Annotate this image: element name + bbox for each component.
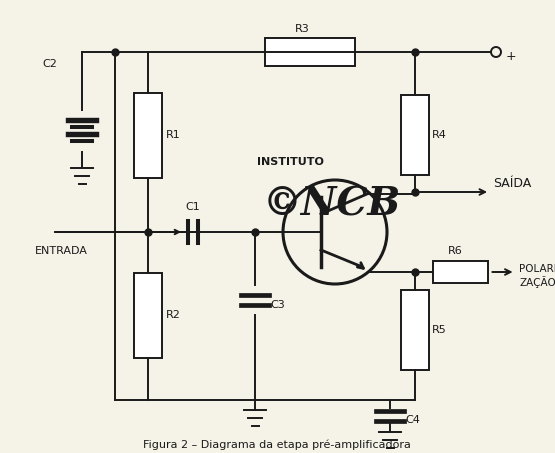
Bar bbox=[134, 273, 162, 357]
Bar bbox=[401, 95, 429, 175]
Text: POLARI-
ZAÇÃO: POLARI- ZAÇÃO bbox=[519, 264, 555, 288]
Text: ©NCB: ©NCB bbox=[263, 185, 401, 223]
Bar bbox=[265, 38, 355, 66]
Text: R4: R4 bbox=[432, 130, 447, 140]
Text: C3: C3 bbox=[270, 300, 285, 310]
Text: R5: R5 bbox=[432, 325, 447, 335]
Text: C4: C4 bbox=[405, 415, 420, 425]
Text: C2: C2 bbox=[42, 59, 57, 69]
Bar bbox=[401, 290, 429, 370]
Text: SAÍDA: SAÍDA bbox=[493, 177, 531, 190]
Text: R3: R3 bbox=[295, 24, 310, 34]
Text: R6: R6 bbox=[448, 246, 462, 256]
Bar bbox=[432, 261, 487, 283]
Text: R2: R2 bbox=[166, 310, 181, 320]
Text: R1: R1 bbox=[166, 130, 181, 140]
Text: Figura 2 – Diagrama da etapa pré-amplificadora: Figura 2 – Diagrama da etapa pré-amplifi… bbox=[143, 440, 411, 450]
Text: +: + bbox=[506, 50, 517, 63]
Text: C1: C1 bbox=[185, 202, 200, 212]
Text: INSTITUTO: INSTITUTO bbox=[256, 157, 324, 167]
Text: ENTRADA: ENTRADA bbox=[35, 246, 88, 256]
Bar bbox=[134, 92, 162, 178]
